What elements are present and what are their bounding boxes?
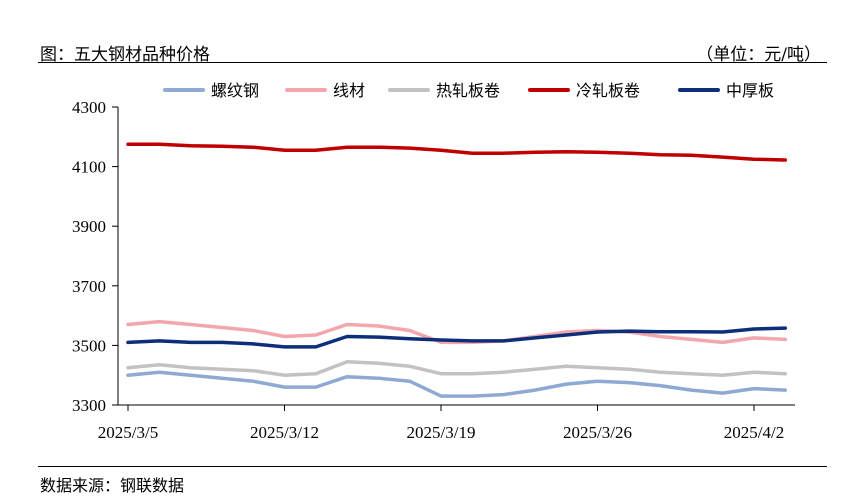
legend-item-3: 冷轧板卷	[528, 81, 640, 100]
chart-legend: 螺纹钢 线材 热轧板卷 冷轧板卷 中厚板	[163, 81, 774, 100]
y-tick-label: 4300	[72, 98, 106, 117]
y-tick-label: 4100	[72, 158, 106, 177]
legend-label: 线材	[333, 81, 365, 100]
chart-title: 图：五大钢材品种价格	[40, 45, 210, 65]
legend-label: 冷轧板卷	[576, 81, 640, 100]
y-tick-label: 3900	[72, 217, 106, 236]
x-tick-label: 2025/4/2	[724, 423, 784, 442]
x-tick-label: 2025/3/19	[407, 423, 476, 442]
series-line-3	[126, 142, 788, 162]
y-tick-label: 3500	[72, 336, 106, 355]
top-rule	[38, 62, 827, 63]
chart-axes: 3300 3500 3700 3900 4100 4300 2025/3/5 2025/3/1…	[72, 98, 795, 442]
legend-item-0: 螺纹钢	[163, 81, 259, 100]
legend-item-2: 热轧板卷	[388, 81, 500, 100]
y-tick-label: 3700	[72, 277, 106, 296]
legend-item-1: 线材	[285, 81, 365, 100]
unit-label: （单位：元/吨）	[696, 45, 821, 65]
x-tick-label: 2025/3/12	[250, 423, 319, 442]
series-line-4	[126, 326, 788, 349]
legend-label: 中厚板	[726, 81, 774, 100]
legend-label: 螺纹钢	[211, 81, 259, 100]
bottom-rule	[38, 466, 827, 467]
y-tick-label: 3300	[72, 396, 106, 415]
series-line-0	[126, 370, 788, 398]
series-line-1	[126, 319, 788, 345]
legend-item-4: 中厚板	[678, 81, 774, 100]
source-note: 数据来源：钢联数据	[40, 476, 185, 495]
series-line-2	[126, 360, 788, 377]
x-tick-label: 2025/3/5	[98, 423, 158, 442]
legend-label: 热轧板卷	[436, 81, 500, 100]
x-tick-label: 2025/3/26	[563, 423, 632, 442]
series-lines	[126, 142, 788, 398]
